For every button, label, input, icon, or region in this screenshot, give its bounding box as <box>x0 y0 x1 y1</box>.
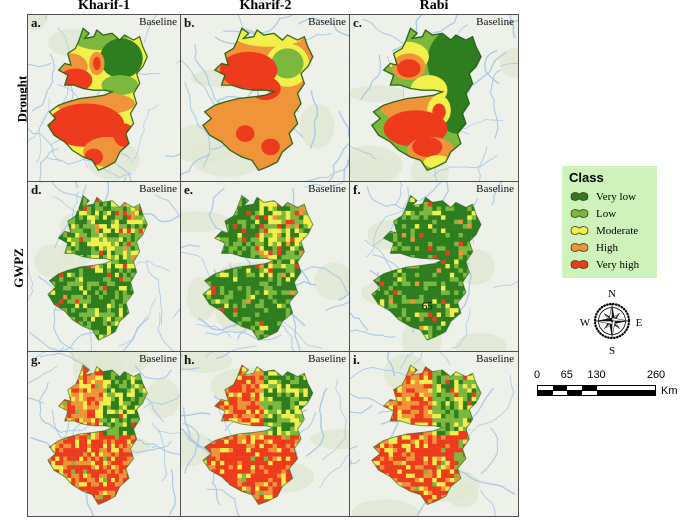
legend-item-moderate: Moderate <box>569 222 657 239</box>
legend-item-very-low: Very low <box>569 188 657 205</box>
scale-tick-0: 0 <box>533 369 541 381</box>
panel-letter: a. <box>31 15 41 30</box>
legend-title: Class <box>569 170 604 185</box>
legend-label: Low <box>596 207 617 220</box>
map-canvas-g <box>28 352 181 516</box>
compass-north-label: N <box>608 288 616 300</box>
scenario-annotation: Baseline <box>476 353 514 365</box>
row-label-water-scarcity: Water scarcity <box>0 395 46 476</box>
scenario-annotation: Baseline <box>308 183 346 195</box>
map-panel-a: a. Baseline <box>27 14 182 183</box>
map-panel-g: g. Baseline <box>27 351 182 517</box>
scenario-annotation: Baseline <box>139 16 177 28</box>
scenario-annotation: Baseline <box>476 183 514 195</box>
map-canvas-c <box>350 15 518 182</box>
column-header-rabi: Rabi <box>419 0 449 13</box>
panel-letter: h. <box>184 352 195 367</box>
map-panel-d: d. Baseline <box>27 181 182 353</box>
panel-letter: c. <box>353 15 363 30</box>
map-canvas-f: 65 <box>350 182 518 352</box>
scale-bar-graphic <box>537 385 656 396</box>
legend-item-low: Low <box>569 205 657 222</box>
legend-label: Very low <box>596 190 637 203</box>
class-swatch-icon <box>570 209 589 218</box>
class-swatch-icon <box>570 192 589 201</box>
column-header-kharif2: Kharif-2 <box>239 0 292 13</box>
legend-label: Moderate <box>596 224 639 237</box>
compass-south-label: S <box>609 345 615 356</box>
scale-bar: 0 65 130 260 Km <box>531 369 681 401</box>
map-panel-f: 65 f. Baseline <box>349 181 519 353</box>
scenario-annotation: Baseline <box>139 183 177 195</box>
scenario-annotation: Baseline <box>139 353 177 365</box>
scale-unit-label: Km <box>661 385 678 397</box>
scenario-annotation: Baseline <box>308 16 346 28</box>
legend: Class Very low Low Moderate High Very hi… <box>562 166 657 278</box>
panel-letter: g. <box>31 352 41 367</box>
map-canvas-h <box>181 352 350 516</box>
class-swatch-icon <box>570 226 589 235</box>
scale-tick-260: 260 <box>646 369 666 381</box>
compass-rose-icon: N S W E <box>580 288 643 356</box>
panel-letter: b. <box>184 15 195 30</box>
compass-east-label: E <box>636 317 643 329</box>
scenario-annotation: Baseline <box>476 16 514 28</box>
svg-text:65: 65 <box>422 300 433 312</box>
scenario-annotation: Baseline <box>308 353 346 365</box>
legend-label: High <box>596 241 618 254</box>
panel-letter: d. <box>31 182 42 197</box>
legend-item-high: High <box>569 239 657 256</box>
class-swatch-icon <box>570 260 589 269</box>
map-canvas-b <box>181 15 350 182</box>
scale-bar-ticks: 0 65 130 260 <box>533 369 665 382</box>
panel-letter: i. <box>353 352 360 367</box>
scale-tick-65: 65 <box>560 369 573 381</box>
scale-tick-130: 130 <box>587 369 606 381</box>
map-canvas-a <box>28 15 181 182</box>
map-panel-h: h. Baseline <box>180 351 351 517</box>
map-panel-i: i. Baseline <box>349 351 519 517</box>
panel-letter: f. <box>353 182 361 197</box>
column-header-kharif1: Kharif-1 <box>77 0 131 13</box>
map-panel-b: b. Baseline <box>180 14 351 183</box>
row-label-gwpz: GWPZ <box>10 248 26 288</box>
legend-label: Very high <box>596 258 640 271</box>
map-panel-e: e. Baseline <box>180 181 351 353</box>
map-canvas-e <box>181 182 350 352</box>
compass-west-label: W <box>580 317 591 329</box>
map-canvas-i <box>350 352 518 516</box>
row-label-drought: Drought <box>14 75 30 123</box>
legend-item-very-high: Very high <box>569 256 657 273</box>
map-panel-c: c. Baseline <box>349 14 519 183</box>
class-swatch-icon <box>570 243 589 252</box>
map-canvas-d <box>28 182 181 352</box>
panel-letter: e. <box>184 182 194 197</box>
